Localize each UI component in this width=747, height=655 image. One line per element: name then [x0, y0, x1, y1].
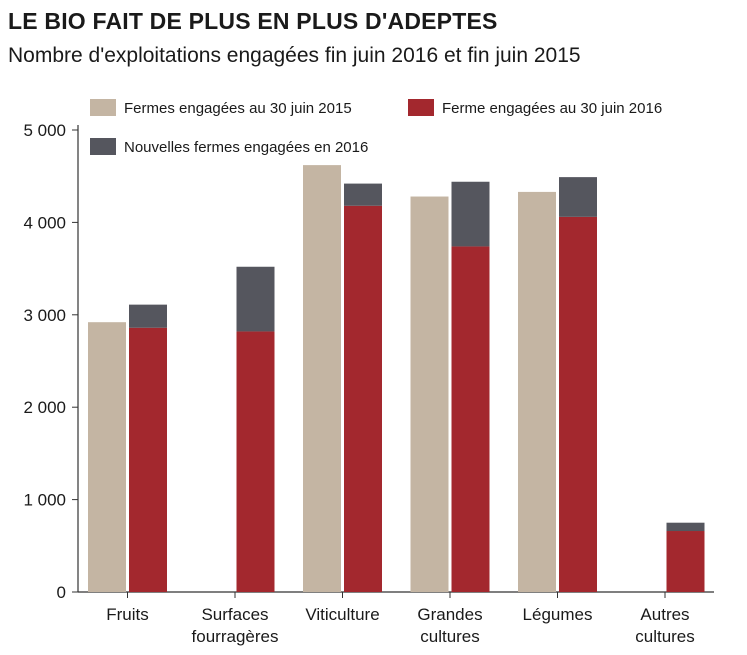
y-tick-label: 0	[57, 583, 66, 602]
y-tick-label: 1 000	[23, 491, 66, 510]
x-tick-label: Surfaces	[201, 605, 268, 624]
chart-title: LE BIO FAIT DE PLUS EN PLUS D'ADEPTES	[8, 8, 498, 34]
legend-swatch	[408, 99, 434, 116]
bar-new-2016	[129, 304, 167, 328]
x-tick-label: Fruits	[106, 605, 149, 624]
bar-2016	[236, 331, 275, 592]
x-tick-label: fourragères	[192, 627, 279, 646]
legend-swatch	[90, 138, 116, 155]
x-tick-label: cultures	[635, 627, 695, 646]
bar-new-2016	[666, 522, 705, 532]
bar-new-2016	[344, 183, 382, 206]
bar-2016	[451, 246, 490, 592]
y-tick-label: 4 000	[23, 213, 66, 232]
x-tick-label: cultures	[420, 627, 480, 646]
x-tick-label: Légumes	[523, 605, 593, 624]
bar-2016	[344, 205, 382, 592]
chart-subtitle: Nombre d'exploitations engagées fin juin…	[8, 44, 581, 67]
y-tick-label: 2 000	[23, 398, 66, 417]
x-tick-label: Viticulture	[305, 605, 379, 624]
x-tick-label: Autres	[640, 605, 689, 624]
y-tick-label: 3 000	[23, 306, 66, 325]
y-tick-label: 5 000	[23, 121, 66, 140]
legend-label: Ferme engagées au 30 juin 2016	[442, 100, 662, 117]
bar-new-2016	[559, 177, 597, 217]
legend-label: Fermes engagées au 30 juin 2015	[124, 100, 352, 117]
legend-label: Nouvelles fermes engagées en 2016	[124, 139, 368, 156]
bar-2015	[410, 196, 449, 592]
bar-2015	[518, 191, 556, 592]
bar-2016	[559, 216, 597, 592]
bar-2016	[666, 531, 705, 592]
bar-2015	[303, 165, 341, 592]
x-tick-label: Grandes	[417, 605, 482, 624]
bar-2016	[129, 327, 167, 592]
bar-2015	[88, 322, 126, 592]
bar-new-2016	[236, 266, 275, 332]
bar-new-2016	[451, 181, 490, 247]
legend-swatch	[90, 99, 116, 116]
